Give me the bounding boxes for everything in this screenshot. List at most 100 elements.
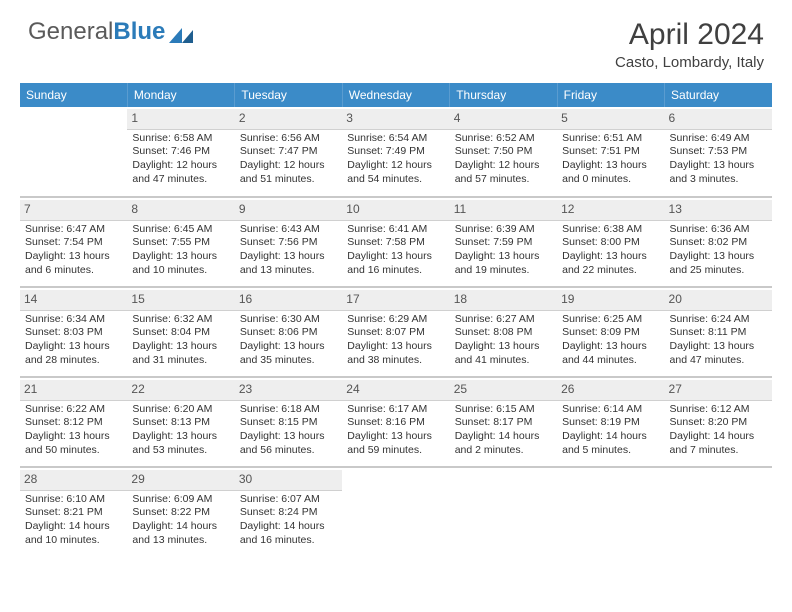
sunset-line: Sunset: 7:59 PM <box>455 236 552 250</box>
cell-body: Sunrise: 6:51 AMSunset: 7:51 PMDaylight:… <box>561 132 660 187</box>
cell-body: Sunrise: 6:15 AMSunset: 8:17 PMDaylight:… <box>454 403 553 458</box>
day-number: 2 <box>235 109 342 130</box>
logo-text-part1: General <box>28 18 113 46</box>
calendar-cell: 3Sunrise: 6:54 AMSunset: 7:49 PMDaylight… <box>342 107 449 197</box>
cell-body: Sunrise: 6:24 AMSunset: 8:11 PMDaylight:… <box>669 313 768 368</box>
sunrise-line: Sunrise: 6:34 AM <box>25 313 122 327</box>
daylight-line: Daylight: 14 hours and 10 minutes. <box>25 520 122 547</box>
calendar-cell: 19Sunrise: 6:25 AMSunset: 8:09 PMDayligh… <box>557 287 664 377</box>
cell-body: Sunrise: 6:20 AMSunset: 8:13 PMDaylight:… <box>131 403 230 458</box>
sunrise-line: Sunrise: 6:49 AM <box>670 132 767 146</box>
sunset-line: Sunset: 8:08 PM <box>455 326 552 340</box>
daylight-line: Daylight: 14 hours and 2 minutes. <box>455 430 552 457</box>
cell-body: Sunrise: 6:22 AMSunset: 8:12 PMDaylight:… <box>24 403 123 458</box>
header: GeneralBlue April 2024 Casto, Lombardy, … <box>0 0 792 79</box>
cell-body: Sunrise: 6:49 AMSunset: 7:53 PMDaylight:… <box>669 132 768 187</box>
sunrise-line: Sunrise: 6:09 AM <box>132 493 229 507</box>
daylight-line: Daylight: 14 hours and 5 minutes. <box>562 430 659 457</box>
cell-body: Sunrise: 6:30 AMSunset: 8:06 PMDaylight:… <box>239 313 338 368</box>
daylight-line: Daylight: 13 hours and 28 minutes. <box>25 340 122 367</box>
cell-body: Sunrise: 6:36 AMSunset: 8:02 PMDaylight:… <box>669 223 768 278</box>
day-number: 4 <box>450 109 557 130</box>
day-number: 14 <box>20 290 127 311</box>
daylight-line: Daylight: 13 hours and 3 minutes. <box>670 159 767 186</box>
calendar-cell <box>20 107 127 197</box>
sunset-line: Sunset: 7:46 PM <box>132 145 229 159</box>
sunset-line: Sunset: 8:15 PM <box>240 416 337 430</box>
cell-body: Sunrise: 6:58 AMSunset: 7:46 PMDaylight:… <box>131 132 230 187</box>
day-number: 1 <box>127 109 234 130</box>
daylight-line: Daylight: 13 hours and 38 minutes. <box>347 340 444 367</box>
sunset-line: Sunset: 8:06 PM <box>240 326 337 340</box>
calendar-head: SundayMondayTuesdayWednesdayThursdayFrid… <box>20 83 772 107</box>
day-number: 30 <box>235 470 342 491</box>
cell-body: Sunrise: 6:56 AMSunset: 7:47 PMDaylight:… <box>239 132 338 187</box>
day-number: 9 <box>235 200 342 221</box>
daylight-line: Daylight: 13 hours and 56 minutes. <box>240 430 337 457</box>
calendar-cell: 21Sunrise: 6:22 AMSunset: 8:12 PMDayligh… <box>20 377 127 467</box>
calendar-cell: 17Sunrise: 6:29 AMSunset: 8:07 PMDayligh… <box>342 287 449 377</box>
cell-body: Sunrise: 6:25 AMSunset: 8:09 PMDaylight:… <box>561 313 660 368</box>
calendar-cell: 7Sunrise: 6:47 AMSunset: 7:54 PMDaylight… <box>20 197 127 287</box>
calendar-cell: 1Sunrise: 6:58 AMSunset: 7:46 PMDaylight… <box>127 107 234 197</box>
day-number: 21 <box>20 380 127 401</box>
day-number: 11 <box>450 200 557 221</box>
sunrise-line: Sunrise: 6:51 AM <box>562 132 659 146</box>
sunrise-line: Sunrise: 6:10 AM <box>25 493 122 507</box>
sunset-line: Sunset: 8:19 PM <box>562 416 659 430</box>
calendar-cell: 30Sunrise: 6:07 AMSunset: 8:24 PMDayligh… <box>235 467 342 557</box>
cell-body: Sunrise: 6:38 AMSunset: 8:00 PMDaylight:… <box>561 223 660 278</box>
calendar-cell: 24Sunrise: 6:17 AMSunset: 8:16 PMDayligh… <box>342 377 449 467</box>
sunrise-line: Sunrise: 6:41 AM <box>347 223 444 237</box>
sunset-line: Sunset: 8:24 PM <box>240 506 337 520</box>
day-header: Thursday <box>450 83 557 107</box>
sunrise-line: Sunrise: 6:15 AM <box>455 403 552 417</box>
location-text: Casto, Lombardy, Italy <box>615 54 764 71</box>
daylight-line: Daylight: 12 hours and 51 minutes. <box>240 159 337 186</box>
sunset-line: Sunset: 7:56 PM <box>240 236 337 250</box>
sunrise-line: Sunrise: 6:27 AM <box>455 313 552 327</box>
sunset-line: Sunset: 7:55 PM <box>132 236 229 250</box>
cell-body: Sunrise: 6:52 AMSunset: 7:50 PMDaylight:… <box>454 132 553 187</box>
calendar-table: SundayMondayTuesdayWednesdayThursdayFrid… <box>20 83 772 557</box>
cell-body: Sunrise: 6:12 AMSunset: 8:20 PMDaylight:… <box>669 403 768 458</box>
day-number: 23 <box>235 380 342 401</box>
day-header: Monday <box>127 83 234 107</box>
day-number: 10 <box>342 200 449 221</box>
logo-icon <box>169 23 195 41</box>
day-number: 3 <box>342 109 449 130</box>
sunrise-line: Sunrise: 6:14 AM <box>562 403 659 417</box>
sunset-line: Sunset: 8:17 PM <box>455 416 552 430</box>
sunrise-line: Sunrise: 6:54 AM <box>347 132 444 146</box>
cell-body: Sunrise: 6:14 AMSunset: 8:19 PMDaylight:… <box>561 403 660 458</box>
daylight-line: Daylight: 13 hours and 50 minutes. <box>25 430 122 457</box>
calendar-cell: 8Sunrise: 6:45 AMSunset: 7:55 PMDaylight… <box>127 197 234 287</box>
day-number: 12 <box>557 200 664 221</box>
day-number: 27 <box>665 380 772 401</box>
cell-body: Sunrise: 6:54 AMSunset: 7:49 PMDaylight:… <box>346 132 445 187</box>
sunset-line: Sunset: 8:11 PM <box>670 326 767 340</box>
sunrise-line: Sunrise: 6:43 AM <box>240 223 337 237</box>
daylight-line: Daylight: 13 hours and 16 minutes. <box>347 250 444 277</box>
daylight-line: Daylight: 12 hours and 47 minutes. <box>132 159 229 186</box>
daylight-line: Daylight: 12 hours and 54 minutes. <box>347 159 444 186</box>
calendar-cell: 28Sunrise: 6:10 AMSunset: 8:21 PMDayligh… <box>20 467 127 557</box>
day-header: Friday <box>557 83 664 107</box>
calendar-cell: 26Sunrise: 6:14 AMSunset: 8:19 PMDayligh… <box>557 377 664 467</box>
sunrise-line: Sunrise: 6:39 AM <box>455 223 552 237</box>
calendar-cell: 29Sunrise: 6:09 AMSunset: 8:22 PMDayligh… <box>127 467 234 557</box>
calendar-row: 28Sunrise: 6:10 AMSunset: 8:21 PMDayligh… <box>20 467 772 557</box>
day-number: 25 <box>450 380 557 401</box>
daylight-line: Daylight: 13 hours and 10 minutes. <box>132 250 229 277</box>
day-number: 7 <box>20 200 127 221</box>
cell-body: Sunrise: 6:17 AMSunset: 8:16 PMDaylight:… <box>346 403 445 458</box>
daylight-line: Daylight: 14 hours and 16 minutes. <box>240 520 337 547</box>
daylight-line: Daylight: 13 hours and 41 minutes. <box>455 340 552 367</box>
calendar-cell: 16Sunrise: 6:30 AMSunset: 8:06 PMDayligh… <box>235 287 342 377</box>
day-number: 18 <box>450 290 557 311</box>
day-number: 5 <box>557 109 664 130</box>
daylight-line: Daylight: 13 hours and 13 minutes. <box>240 250 337 277</box>
sunset-line: Sunset: 8:09 PM <box>562 326 659 340</box>
cell-body: Sunrise: 6:41 AMSunset: 7:58 PMDaylight:… <box>346 223 445 278</box>
sunset-line: Sunset: 8:07 PM <box>347 326 444 340</box>
